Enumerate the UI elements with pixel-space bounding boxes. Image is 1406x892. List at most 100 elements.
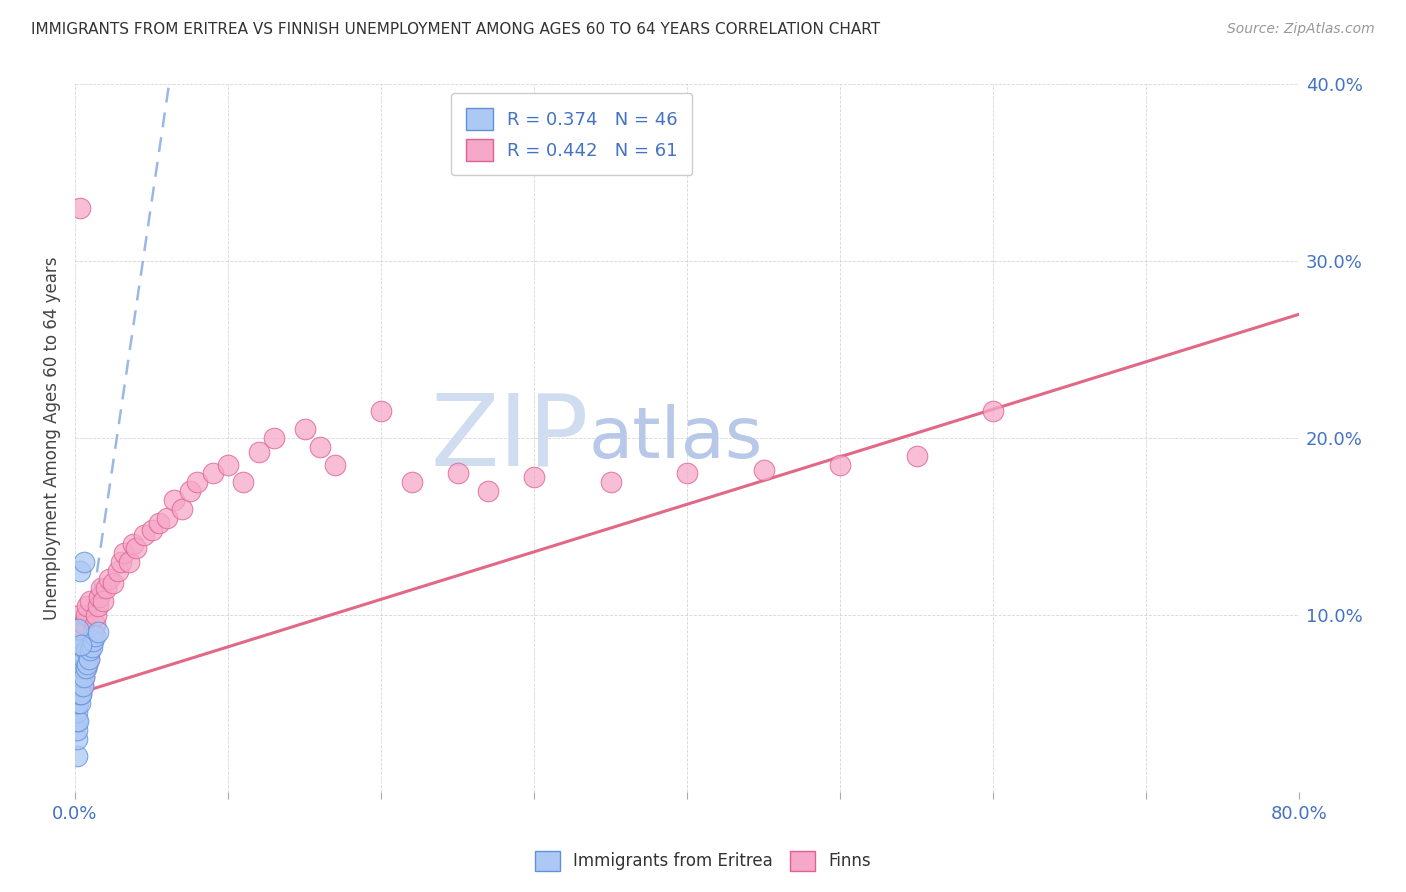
Point <box>69 607 91 622</box>
Point <box>72 647 94 661</box>
Point <box>76 657 98 672</box>
Point <box>72 679 94 693</box>
Point <box>65 661 87 675</box>
Point <box>72 679 94 693</box>
Point <box>76 657 98 672</box>
Point <box>65 749 87 764</box>
Point <box>523 470 546 484</box>
Point <box>75 607 97 622</box>
Point <box>67 670 90 684</box>
Point <box>110 555 132 569</box>
Point <box>82 625 104 640</box>
Point <box>401 475 423 490</box>
Point <box>69 652 91 666</box>
Point <box>72 661 94 675</box>
Point <box>70 640 93 654</box>
Point <box>75 661 97 675</box>
Point <box>79 643 101 657</box>
Point <box>86 607 108 622</box>
Point <box>89 590 111 604</box>
Point <box>148 516 170 530</box>
Text: ZIP: ZIP <box>430 390 589 486</box>
Point <box>65 714 87 728</box>
Point <box>75 643 97 657</box>
Point <box>76 599 98 613</box>
Point <box>83 629 105 643</box>
Point <box>65 723 87 737</box>
Point <box>67 652 90 666</box>
Text: IMMIGRANTS FROM ERITREA VS FINNISH UNEMPLOYMENT AMONG AGES 60 TO 64 YEARS CORREL: IMMIGRANTS FROM ERITREA VS FINNISH UNEMP… <box>31 22 880 37</box>
Point <box>65 679 87 693</box>
Point <box>446 467 468 481</box>
Point <box>103 576 125 591</box>
Point <box>73 670 96 684</box>
Point <box>79 643 101 657</box>
Point <box>73 555 96 569</box>
Point <box>65 670 87 684</box>
Point <box>599 475 621 490</box>
Point <box>117 555 139 569</box>
Y-axis label: Unemployment Among Ages 60 to 64 years: Unemployment Among Ages 60 to 64 years <box>44 256 60 620</box>
Point <box>72 616 94 631</box>
Point <box>132 528 155 542</box>
Text: Source: ZipAtlas.com: Source: ZipAtlas.com <box>1227 22 1375 37</box>
Point <box>67 714 90 728</box>
Point <box>91 593 114 607</box>
Point <box>67 661 90 675</box>
Point <box>82 634 104 648</box>
Point <box>75 661 97 675</box>
Point <box>156 510 179 524</box>
Point <box>67 643 90 657</box>
Point <box>67 679 90 693</box>
Point <box>67 696 90 710</box>
Point <box>70 638 93 652</box>
Point <box>112 546 135 560</box>
Point <box>67 622 90 636</box>
Point <box>107 564 129 578</box>
Point <box>69 679 91 693</box>
Point <box>69 696 91 710</box>
Point <box>69 661 91 675</box>
Point <box>905 449 928 463</box>
Point <box>752 463 775 477</box>
Point <box>70 670 93 684</box>
Point <box>73 670 96 684</box>
Point <box>125 541 148 555</box>
Point <box>163 492 186 507</box>
Point <box>87 599 110 613</box>
Point <box>77 652 100 666</box>
Point <box>477 484 499 499</box>
Point <box>294 422 316 436</box>
Legend: R = 0.374   N = 46, R = 0.442   N = 61: R = 0.374 N = 46, R = 0.442 N = 61 <box>451 94 692 176</box>
Point <box>97 573 120 587</box>
Point <box>65 696 87 710</box>
Point <box>70 625 93 640</box>
Point <box>172 501 194 516</box>
Point <box>73 616 96 631</box>
Point <box>179 484 201 499</box>
Point <box>67 687 90 701</box>
Point <box>67 643 90 657</box>
Point <box>828 458 851 472</box>
Point <box>981 404 1004 418</box>
Point <box>70 687 93 701</box>
Point <box>69 564 91 578</box>
Point <box>80 640 103 654</box>
Point <box>87 625 110 640</box>
Point <box>69 670 91 684</box>
Point <box>90 582 112 596</box>
Point <box>69 679 91 693</box>
Point <box>65 705 87 719</box>
Legend: Immigrants from Eritrea, Finns: Immigrants from Eritrea, Finns <box>527 842 879 880</box>
Point <box>70 687 93 701</box>
Point <box>263 431 285 445</box>
Point <box>73 652 96 666</box>
Point <box>141 523 163 537</box>
Point <box>79 593 101 607</box>
Point <box>77 652 100 666</box>
Point <box>308 440 330 454</box>
Text: atlas: atlas <box>589 403 763 473</box>
Point <box>247 445 270 459</box>
Point <box>217 458 239 472</box>
Point <box>323 458 346 472</box>
